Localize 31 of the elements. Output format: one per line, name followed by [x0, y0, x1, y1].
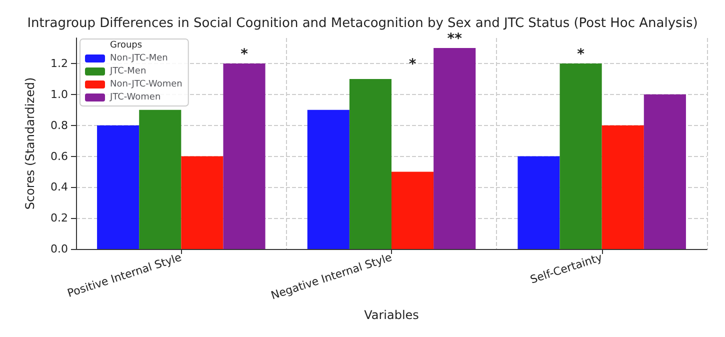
y-tick-label: 1.0 [50, 88, 68, 101]
bar [392, 172, 434, 249]
bar [518, 156, 560, 249]
chart-title: Intragroup Differences in Social Cognition and Metacognition by Sex and JTC Status (Post Hoc Analysis) [27, 16, 698, 31]
bar [139, 110, 182, 249]
y-tick-label: 0.0 [50, 242, 68, 256]
annotation: * [408, 56, 417, 73]
y-tick-label: 0.8 [50, 118, 68, 132]
legend-label: Non-JTC-Men [110, 54, 168, 64]
bar [97, 125, 140, 249]
bar [223, 64, 266, 249]
bar [181, 156, 224, 249]
y-axis-title: Scores (Standardized) [23, 77, 37, 210]
bar [602, 125, 644, 249]
annotation: * [240, 46, 249, 63]
annotation: ** [447, 31, 463, 48]
annotation: * [577, 46, 586, 63]
legend-label: JTC-Men [109, 66, 146, 76]
legend-label: Non-JTC-Women [110, 80, 182, 90]
bar [307, 110, 350, 249]
legend-label: JTC-Women [109, 92, 161, 102]
y-tick-label: 0.6 [50, 150, 68, 163]
bar [644, 94, 686, 249]
legend-title: Groups [110, 40, 142, 50]
y-tick-label: 0.2 [50, 212, 68, 225]
y-tick-label: 1.2 [50, 57, 68, 70]
bar [349, 78, 392, 249]
bar [560, 64, 602, 249]
x-axis-title: Variables [364, 308, 419, 322]
bar [434, 48, 476, 249]
y-tick-label: 0.4 [50, 180, 68, 194]
